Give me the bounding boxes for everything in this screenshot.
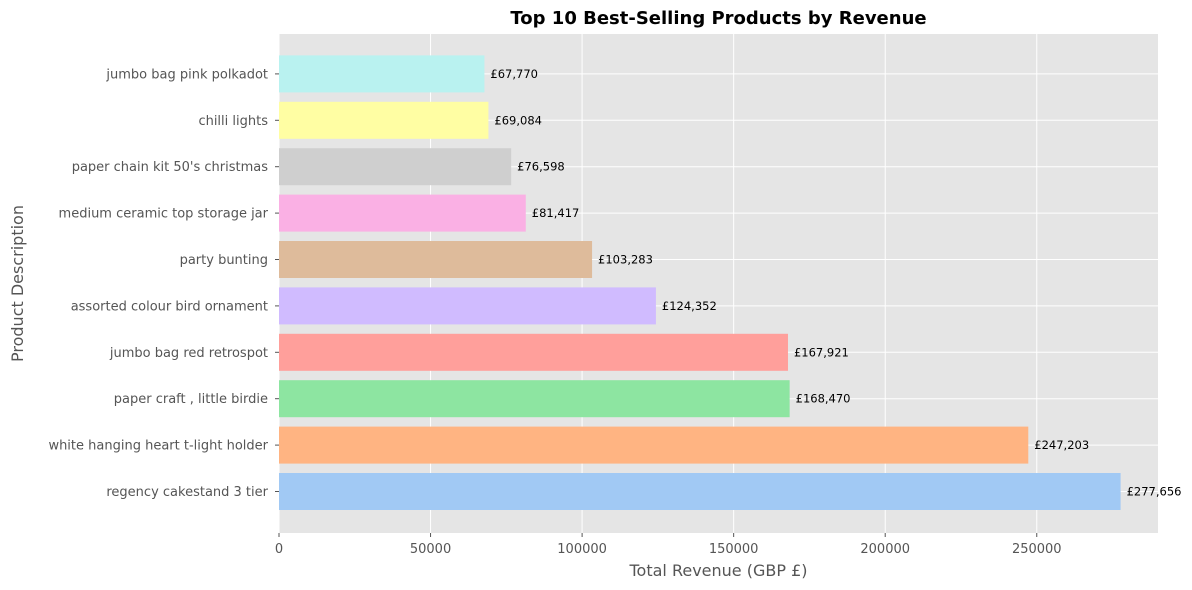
y-tick-label: chilli lights bbox=[198, 114, 268, 129]
chart-title: Top 10 Best-Selling Products by Revenue bbox=[510, 8, 926, 29]
x-tick-label: 100000 bbox=[557, 542, 607, 557]
bar-value-label: £124,352 bbox=[662, 299, 717, 313]
bar-value-label: £76,598 bbox=[517, 160, 565, 174]
data-labels: £277,656 £247,203 £168,470 £167,921 £124,352… bbox=[490, 67, 1181, 499]
bar-value-label: £67,770 bbox=[490, 67, 538, 81]
y-tick-label: party bunting bbox=[180, 253, 268, 268]
bar bbox=[279, 148, 512, 186]
x-tick-label: 200000 bbox=[860, 542, 910, 557]
y-tick-label: regency cakestand 3 tier bbox=[106, 485, 268, 500]
bars bbox=[279, 55, 1121, 510]
y-tick-label: paper craft , little birdie bbox=[114, 392, 268, 407]
bar bbox=[279, 473, 1121, 510]
y-tick-label: paper chain kit 50's christmas bbox=[72, 160, 269, 175]
y-tick-label: medium ceramic top storage jar bbox=[59, 207, 269, 222]
x-axis-label: Total Revenue (GBP £) bbox=[629, 561, 808, 580]
y-tick-label: jumbo bag pink polkadot bbox=[105, 67, 268, 82]
bar bbox=[279, 241, 593, 278]
x-tick-label: 150000 bbox=[709, 542, 759, 557]
bar-value-label: £247,203 bbox=[1034, 438, 1089, 452]
bar-value-label: £103,283 bbox=[598, 253, 653, 267]
bar bbox=[279, 287, 656, 325]
bar bbox=[279, 333, 788, 371]
bar bbox=[279, 101, 489, 139]
bar-value-label: £69,084 bbox=[494, 113, 542, 127]
x-tick-label: 50000 bbox=[410, 542, 451, 557]
bar-value-label: £81,417 bbox=[532, 206, 580, 220]
bar-value-label: £167,921 bbox=[794, 345, 849, 359]
x-tick-label: 0 bbox=[275, 542, 283, 557]
x-tick-labels: 0 50000 100000 150000 200000 250000 bbox=[275, 533, 1062, 557]
x-tick-label: 250000 bbox=[1012, 542, 1062, 557]
bar bbox=[279, 380, 790, 418]
bar-value-label: £277,656 bbox=[1127, 485, 1182, 499]
bar bbox=[279, 55, 485, 93]
y-tick-label: assorted colour bird ornament bbox=[71, 299, 268, 314]
bar-value-label: £168,470 bbox=[796, 392, 851, 406]
bar bbox=[279, 194, 526, 232]
y-axis-label: Product Description bbox=[8, 205, 27, 362]
y-tick-label: white hanging heart t-light holder bbox=[48, 439, 268, 454]
y-tick-labels: regency cakestand 3 tier white hanging he… bbox=[48, 67, 279, 500]
bar bbox=[279, 426, 1029, 464]
y-tick-label: jumbo bag red retrospot bbox=[109, 346, 268, 361]
